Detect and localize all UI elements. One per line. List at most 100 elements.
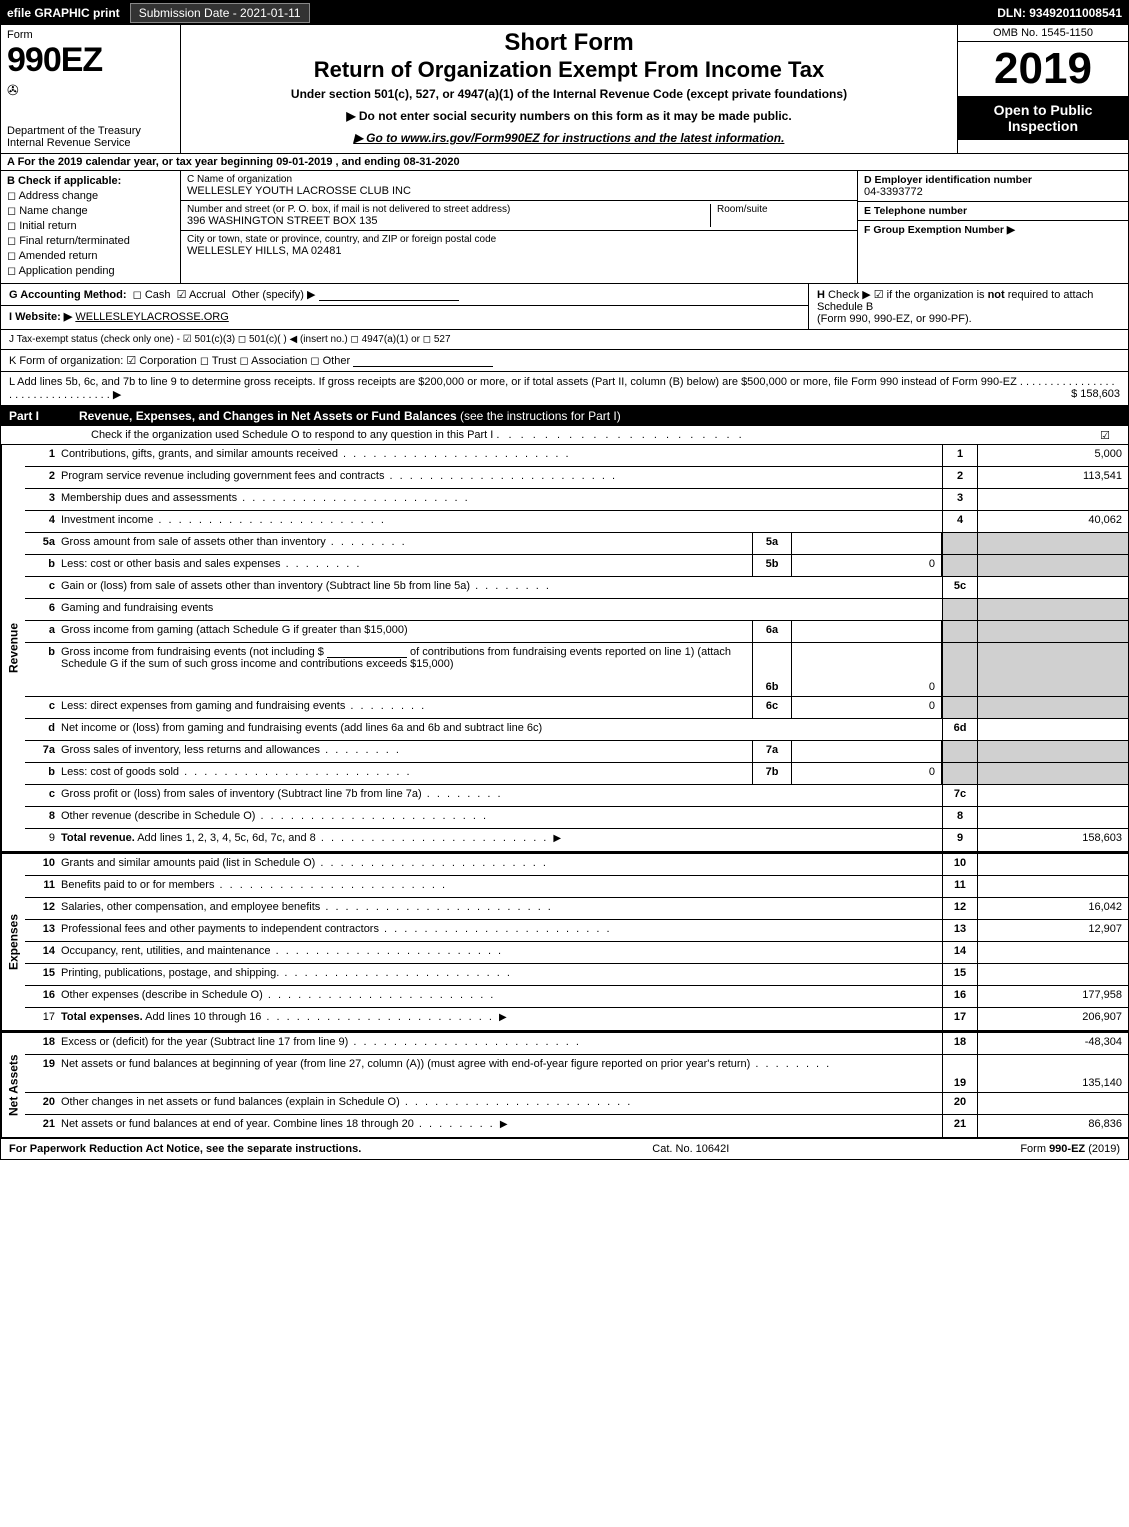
header-left: Form 990EZ ✇ Department of the Treasury … bbox=[1, 25, 181, 153]
g-other[interactable]: Other (specify) ▶ bbox=[232, 289, 316, 301]
column-b: B Check if applicable: ◻ Address change … bbox=[1, 171, 181, 283]
ln12-amt: 16,042 bbox=[978, 898, 1128, 919]
room-cell: Room/suite bbox=[711, 204, 851, 227]
ln2-amt: 113,541 bbox=[978, 467, 1128, 488]
line-2: 2 Program service revenue including gove… bbox=[25, 467, 1128, 489]
section-b-to-f: B Check if applicable: ◻ Address change … bbox=[1, 171, 1128, 284]
page-footer: For Paperwork Reduction Act Notice, see … bbox=[1, 1138, 1128, 1159]
room-label: Room/suite bbox=[717, 204, 768, 215]
ln8-amt bbox=[978, 807, 1128, 828]
header-right: OMB No. 1545-1150 2019 Open to Public In… bbox=[958, 25, 1128, 153]
chk-application-pending[interactable]: ◻ Application pending bbox=[7, 264, 174, 277]
k-other-blank[interactable] bbox=[353, 355, 493, 367]
expenses-rows: 10 Grants and similar amounts paid (list… bbox=[25, 854, 1128, 1030]
l-text: L Add lines 5b, 6c, and 7b to line 9 to … bbox=[9, 376, 1017, 388]
g-other-blank[interactable] bbox=[319, 289, 459, 301]
under-section-line: Under section 501(c), 527, or 4947(a)(1)… bbox=[191, 87, 947, 101]
line-6a: a Gross income from gaming (attach Sched… bbox=[25, 621, 1128, 643]
city-value: WELLESLEY HILLS, MA 02481 bbox=[187, 245, 851, 257]
c-street-row: Number and street (or P. O. box, if mail… bbox=[181, 201, 857, 231]
d-row: D Employer identification number 04-3393… bbox=[858, 171, 1128, 202]
ln15-amt bbox=[978, 964, 1128, 985]
ln6c-subamt: 0 bbox=[792, 697, 942, 718]
e-label: E Telephone number bbox=[864, 205, 1122, 217]
d-label: D Employer identification number bbox=[864, 174, 1122, 186]
chk-amended-return[interactable]: ◻ Amended return bbox=[7, 249, 174, 262]
expenses-grid: Expenses 10 Grants and similar amounts p… bbox=[1, 852, 1128, 1031]
city-label: City or town, state or province, country… bbox=[187, 234, 851, 245]
ln7c-amt bbox=[978, 785, 1128, 806]
chk-address-change[interactable]: ◻ Address change bbox=[7, 189, 174, 202]
g-label: G Accounting Method: bbox=[9, 289, 127, 301]
efile-label[interactable]: efile GRAPHIC print bbox=[7, 6, 120, 20]
revenue-grid: Revenue 1 Contributions, gifts, grants, … bbox=[1, 445, 1128, 852]
line-9: 9 Total revenue. Add lines 1, 2, 3, 4, 5… bbox=[25, 829, 1128, 851]
column-def: D Employer identification number 04-3393… bbox=[858, 171, 1128, 283]
ln1-no: 1 bbox=[25, 445, 59, 466]
i-label: I Website: ▶ bbox=[9, 311, 72, 323]
schedule-o-check-line: Check if the organization used Schedule … bbox=[1, 426, 1128, 445]
street-value: 396 WASHINGTON STREET BOX 135 bbox=[187, 215, 704, 227]
omb-number: OMB No. 1545-1150 bbox=[958, 25, 1128, 42]
go-to-text[interactable]: ▶ Go to www.irs.gov/Form990EZ for instru… bbox=[354, 131, 785, 145]
h-text2: (Form 990, 990-EZ, or 990-PF). bbox=[817, 313, 1120, 325]
form-number: 990EZ bbox=[7, 41, 174, 80]
chk-initial-return[interactable]: ◻ Initial return bbox=[7, 219, 174, 232]
line-5b: b Less: cost or other basis and sales ex… bbox=[25, 555, 1128, 577]
c-name-label: C Name of organization bbox=[187, 174, 851, 185]
street-cell: Number and street (or P. O. box, if mail… bbox=[187, 204, 711, 227]
sched-o-text: Check if the organization used Schedule … bbox=[91, 429, 493, 441]
line-6d: d Net income or (loss) from gaming and f… bbox=[25, 719, 1128, 741]
tax-year: 2019 bbox=[958, 42, 1128, 96]
g-accrual[interactable]: Accrual bbox=[189, 289, 226, 301]
irs-label: Internal Revenue Service bbox=[7, 137, 174, 149]
ln6a-subamt bbox=[792, 621, 942, 642]
g-cash[interactable]: Cash bbox=[145, 289, 171, 301]
column-c: C Name of organization WELLESLEY YOUTH L… bbox=[181, 171, 858, 283]
cat-no: Cat. No. 10642I bbox=[652, 1143, 729, 1155]
short-form-title: Short Form bbox=[191, 29, 947, 57]
sched-o-checkbox[interactable]: ☑ bbox=[1100, 429, 1110, 442]
part-i-label: Part I bbox=[9, 409, 79, 423]
go-to-line: ▶ Go to www.irs.gov/Form990EZ for instru… bbox=[191, 131, 947, 145]
dln-label: DLN: 93492011008541 bbox=[997, 6, 1122, 20]
ln6b-blank[interactable] bbox=[327, 646, 407, 658]
ln11-amt bbox=[978, 876, 1128, 897]
line-20: 20 Other changes in net assets or fund b… bbox=[25, 1093, 1128, 1115]
ln18-amt: -48,304 bbox=[978, 1033, 1128, 1054]
top-bar: efile GRAPHIC print Submission Date - 20… bbox=[1, 1, 1128, 25]
g-h-wrap: G Accounting Method: ◻ Cash ☑ Accrual Ot… bbox=[1, 284, 1128, 330]
street-label: Number and street (or P. O. box, if mail… bbox=[187, 204, 704, 215]
netassets-grid: Net Assets 18 Excess or (deficit) for th… bbox=[1, 1031, 1128, 1138]
gi-column: G Accounting Method: ◻ Cash ☑ Accrual Ot… bbox=[1, 284, 808, 329]
line-8: 8 Other revenue (describe in Schedule O)… bbox=[25, 807, 1128, 829]
line-5c: c Gain or (loss) from sale of assets oth… bbox=[25, 577, 1128, 599]
main-title: Return of Organization Exempt From Incom… bbox=[191, 57, 947, 83]
revenue-tab: Revenue bbox=[1, 445, 25, 851]
chk-final-return[interactable]: ◻ Final return/terminated bbox=[7, 234, 174, 247]
form-990ez: efile GRAPHIC print Submission Date - 20… bbox=[0, 0, 1129, 1160]
revenue-rows: 1 Contributions, gifts, grants, and simi… bbox=[25, 445, 1128, 851]
chk-name-change[interactable]: ◻ Name change bbox=[7, 204, 174, 217]
form-header: Form 990EZ ✇ Department of the Treasury … bbox=[1, 25, 1128, 154]
ln10-amt bbox=[978, 854, 1128, 875]
ln1-col: 1 bbox=[942, 445, 978, 466]
j-line: J Tax-exempt status (check only one) - ☑… bbox=[1, 330, 1128, 350]
form-word: Form bbox=[7, 29, 174, 41]
tax-year-line: A For the 2019 calendar year, or tax yea… bbox=[1, 154, 1128, 171]
line-21: 21 Net assets or fund balances at end of… bbox=[25, 1115, 1128, 1137]
line-14: 14 Occupancy, rent, utilities, and maint… bbox=[25, 942, 1128, 964]
ln16-amt: 177,958 bbox=[978, 986, 1128, 1007]
g-line: G Accounting Method: ◻ Cash ☑ Accrual Ot… bbox=[1, 284, 808, 306]
do-not-enter-line: ▶ Do not enter social security numbers o… bbox=[191, 109, 947, 123]
ein-value: 04-3393772 bbox=[864, 186, 1122, 198]
line-6b: b Gross income from fundraising events (… bbox=[25, 643, 1128, 697]
part-i-title: Revenue, Expenses, and Changes in Net As… bbox=[79, 409, 1120, 423]
sched-o-dots: . . . . . . . . . . . . . . . . . . . . … bbox=[496, 429, 744, 441]
line-10: 10 Grants and similar amounts paid (list… bbox=[25, 854, 1128, 876]
part-i-title-bold: Revenue, Expenses, and Changes in Net As… bbox=[79, 409, 457, 423]
ln5a-subamt bbox=[792, 533, 942, 554]
line-17: 17 Total expenses. Add lines 10 through … bbox=[25, 1008, 1128, 1030]
line-5a: 5a Gross amount from sale of assets othe… bbox=[25, 533, 1128, 555]
website-link[interactable]: WELLESLEYLACROSSE.ORG bbox=[75, 311, 228, 323]
